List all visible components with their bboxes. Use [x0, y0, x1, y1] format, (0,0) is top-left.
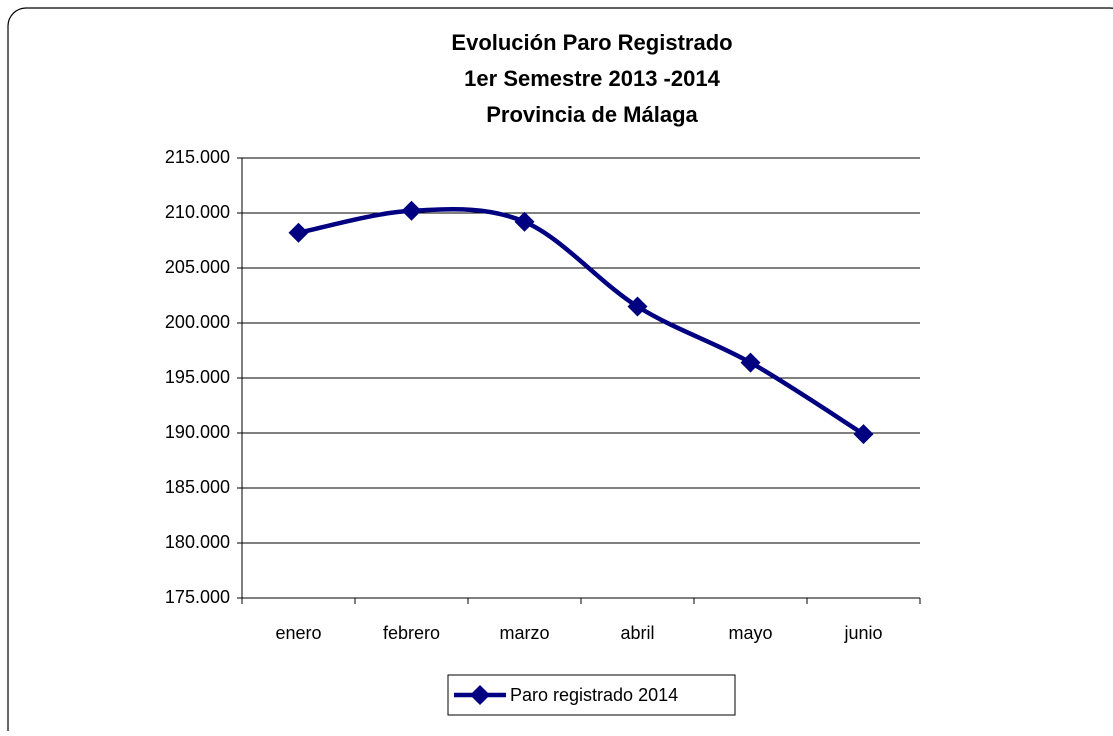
marker: [514, 211, 535, 232]
chart-title: Evolución Paro Registrado: [451, 30, 732, 55]
y-tick-label: 215.000: [165, 147, 230, 167]
legend-marker: [470, 685, 490, 705]
x-tick-label: junio: [843, 623, 882, 643]
y-tick-label: 190.000: [165, 422, 230, 442]
marker: [853, 424, 874, 445]
x-tick-label: abril: [620, 623, 654, 643]
x-tick-label: enero: [275, 623, 321, 643]
marker: [401, 200, 422, 221]
x-tick-label: marzo: [499, 623, 549, 643]
marker: [288, 222, 309, 243]
y-tick-label: 210.000: [165, 202, 230, 222]
y-tick-label: 180.000: [165, 532, 230, 552]
x-tick-label: febrero: [383, 623, 440, 643]
y-tick-label: 200.000: [165, 312, 230, 332]
y-tick-label: 185.000: [165, 477, 230, 497]
chart-frame: [7, 7, 1113, 736]
chart-title: 1er Semestre 2013 -2014: [464, 66, 720, 91]
marker: [627, 296, 648, 317]
y-tick-label: 175.000: [165, 587, 230, 607]
x-tick-label: mayo: [728, 623, 772, 643]
chart-title: Provincia de Málaga: [486, 102, 698, 127]
y-tick-label: 195.000: [165, 367, 230, 387]
y-tick-label: 205.000: [165, 257, 230, 277]
legend-label: Paro registrado 2014: [510, 685, 678, 705]
marker: [740, 352, 761, 373]
